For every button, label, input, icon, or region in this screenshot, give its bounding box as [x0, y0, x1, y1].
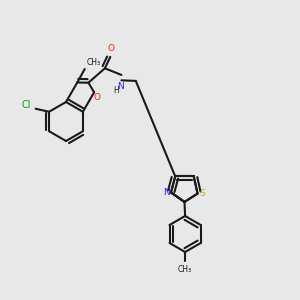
- Text: N: N: [163, 188, 170, 197]
- Text: H: H: [114, 86, 119, 95]
- Text: S: S: [199, 189, 205, 198]
- Text: N: N: [117, 82, 124, 91]
- Text: CH₃: CH₃: [178, 265, 192, 274]
- Text: O: O: [107, 44, 114, 53]
- Text: CH₃: CH₃: [86, 58, 100, 67]
- Text: O: O: [93, 93, 100, 102]
- Text: Cl: Cl: [22, 100, 31, 110]
